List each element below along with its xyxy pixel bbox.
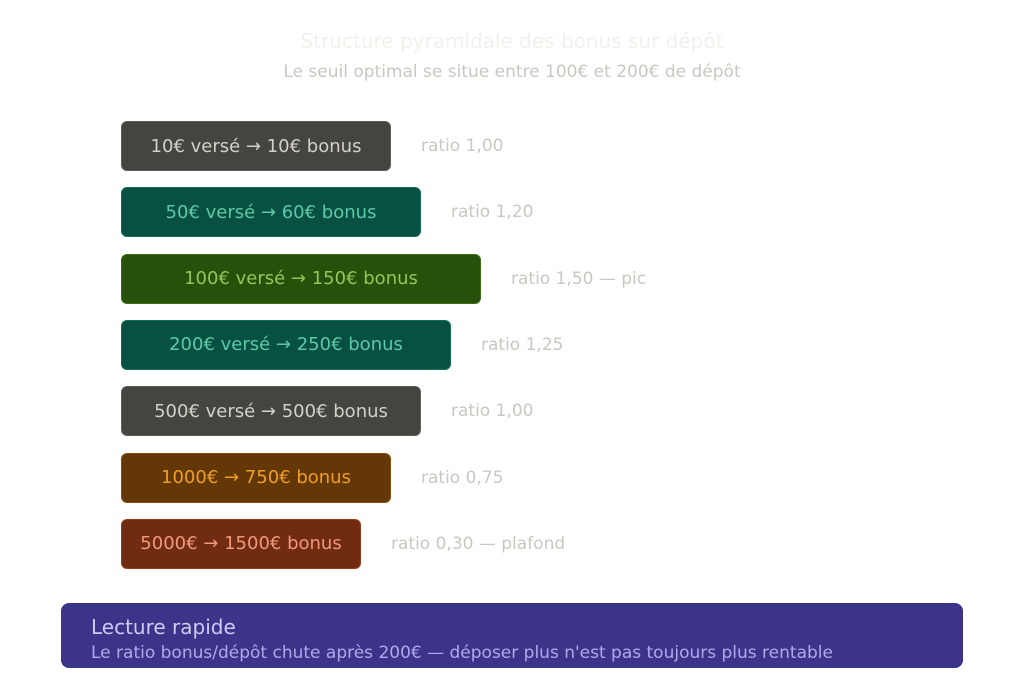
tier-ratio: ratio 1,25 xyxy=(481,334,564,355)
tier-bar: 10€ versé → 10€ bonus xyxy=(121,121,391,171)
tier-ratio: ratio 0,30 — plafond xyxy=(391,533,566,554)
summary-title: Lecture rapide xyxy=(91,615,236,639)
tier-bar: 1000€ → 750€ bonus xyxy=(121,452,391,503)
subtitle: Le seuil optimal se situe entre 100€ et … xyxy=(283,62,741,82)
tier-ratio: ratio 1,50 — pic xyxy=(511,268,647,289)
summary-text: Le ratio bonus/dépôt chute après 200€ — … xyxy=(91,643,833,663)
tier-bar: 5000€ → 1500€ bonus xyxy=(121,518,361,569)
tier-bar: 100€ versé → 150€ bonus xyxy=(121,253,481,304)
tier-bar: 200€ versé → 250€ bonus xyxy=(121,319,451,370)
summary-box: Lecture rapide Le ratio bonus/dépôt chut… xyxy=(61,603,963,668)
tier-ratio: ratio 0,75 xyxy=(421,467,504,488)
tier-ratio: ratio 1,20 xyxy=(451,202,534,223)
tier-ratio: ratio 1,00 xyxy=(451,401,534,422)
tier-bar: 500€ versé → 500€ bonus xyxy=(121,386,421,437)
tier-ratio: ratio 1,00 xyxy=(421,136,504,156)
tier-bar: 50€ versé → 60€ bonus xyxy=(121,187,421,238)
title: Structure pyramidale des bonus sur dépôt xyxy=(300,29,724,53)
